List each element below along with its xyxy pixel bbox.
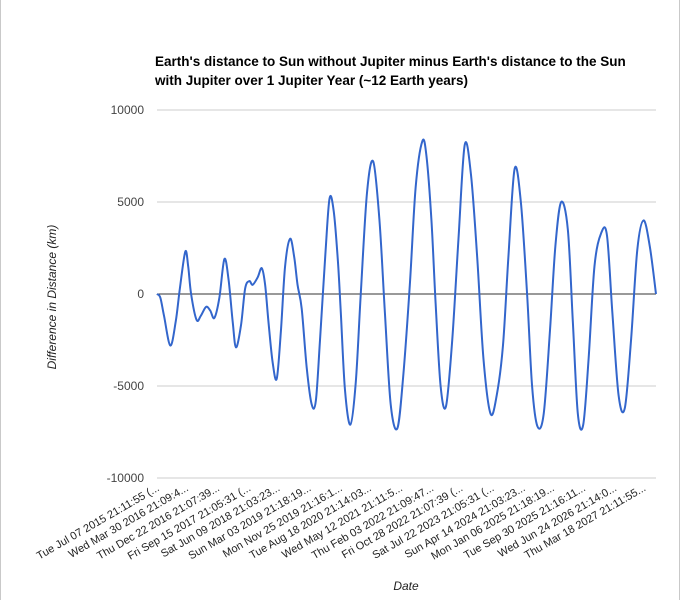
y-axis-label: Difference in Distance (km) (45, 225, 59, 370)
y-tick-labels: 10000 5000 0 -5000 -10000 (107, 103, 145, 485)
y-tick-label: -5000 (113, 379, 144, 393)
y-tick-label: 0 (137, 287, 144, 301)
chart-title-line-2: with Jupiter over 1 Jupiter Year (~12 Ea… (155, 73, 469, 88)
chart-title-line-1: Earth's distance to Sun without Jupiter … (155, 54, 626, 69)
x-tick-labels: Tue Jul 07 2015 21:11:55 (...Wed Mar 30 … (35, 482, 648, 562)
y-tick-label: 10000 (111, 103, 145, 117)
y-tick-label: 5000 (117, 195, 144, 209)
series-line (156, 138, 657, 431)
gridlines (157, 109, 656, 479)
y-tick-label: -10000 (107, 471, 145, 485)
chart-title: Earth's distance to Sun without Jupiter … (155, 52, 665, 90)
x-axis-label: Date (393, 579, 419, 593)
series-layer (156, 138, 657, 431)
